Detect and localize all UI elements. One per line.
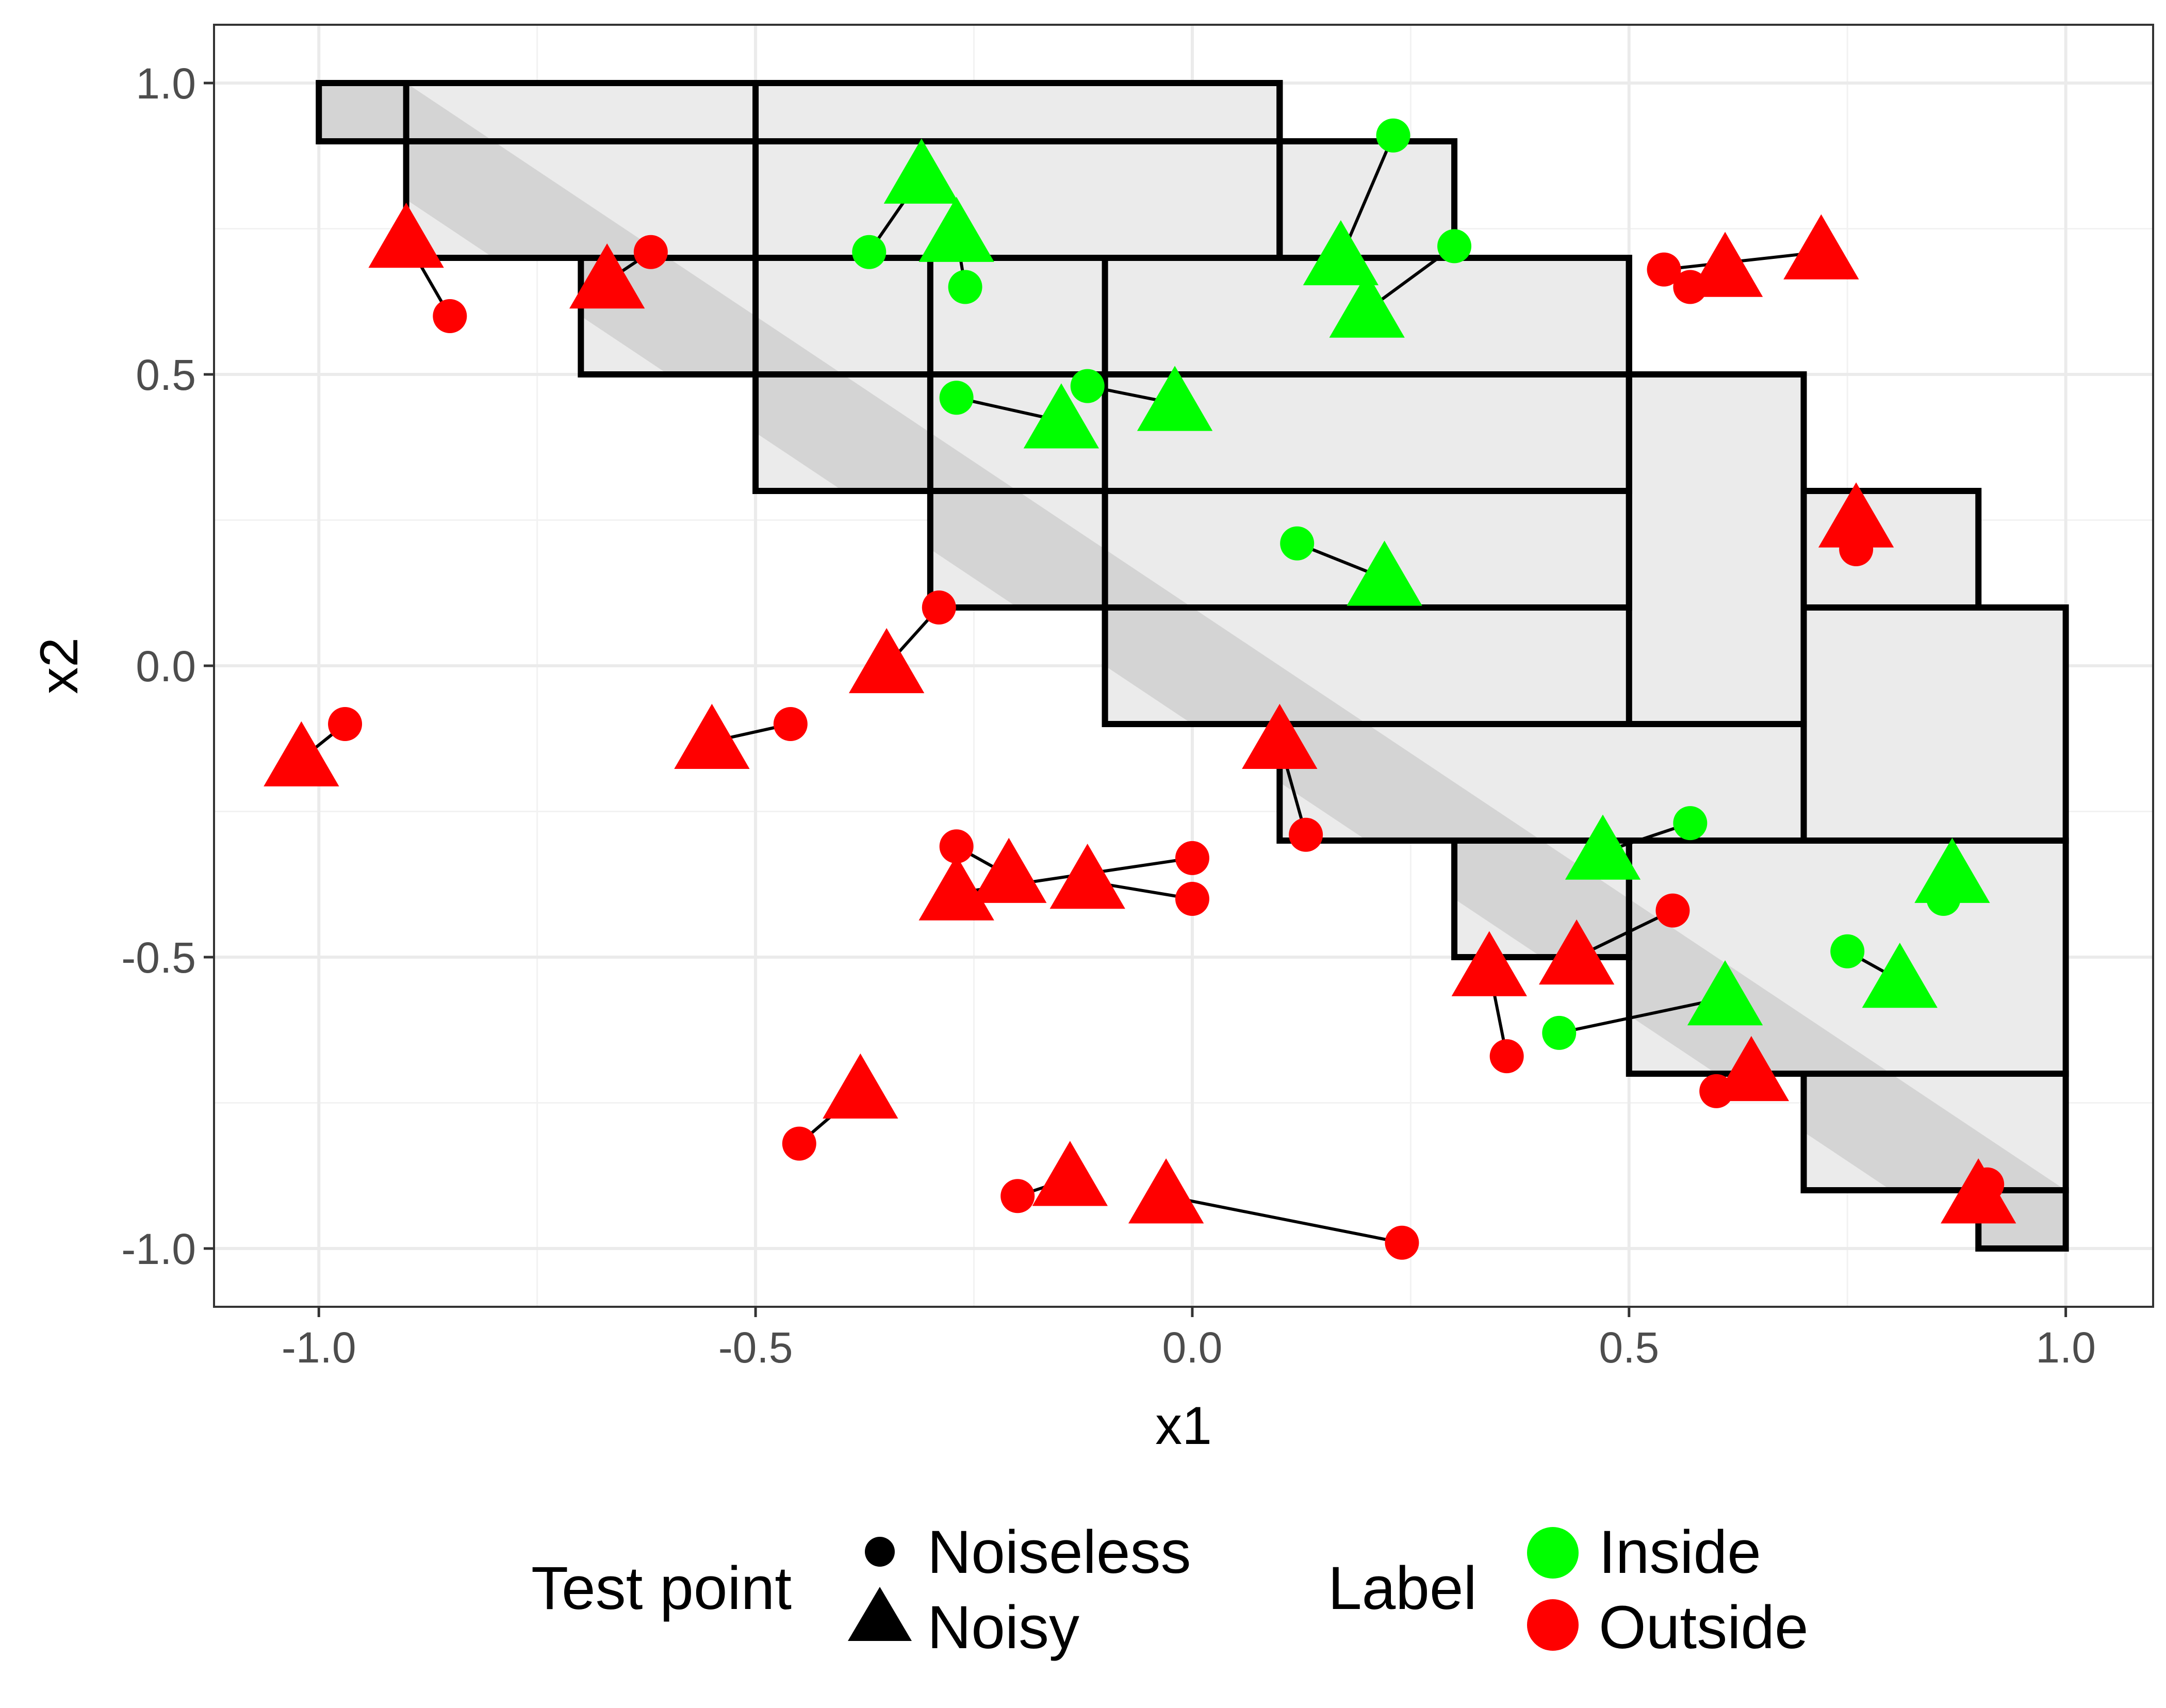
legend-shape-title: Test point	[531, 1554, 792, 1622]
noiseless-point	[1070, 369, 1105, 403]
noiseless-point	[852, 235, 887, 269]
noisy-point	[1032, 1141, 1108, 1206]
noisy-point	[971, 837, 1047, 903]
noisy-point	[1023, 383, 1100, 449]
box-fills	[319, 83, 2066, 1249]
y-tick-label: -0.5	[121, 933, 196, 982]
noiseless-point	[1647, 252, 1681, 287]
pair-connector-line	[1558, 996, 1726, 1034]
noiseless-point	[1000, 1179, 1035, 1213]
legend-circle-key	[865, 1537, 895, 1567]
noisy-point	[1303, 220, 1379, 286]
data-points	[264, 118, 2016, 1260]
noiseless-point	[1289, 817, 1323, 852]
region-boxes	[316, 80, 2069, 1252]
noisy-point	[1347, 540, 1422, 606]
noiseless-point	[328, 707, 363, 741]
x-axis-title: x1	[1155, 1396, 1212, 1456]
y-tick-label: 0.0	[136, 642, 196, 691]
noisy-point	[918, 855, 994, 921]
noiseless-point	[1542, 1015, 1577, 1050]
noiseless-point	[948, 270, 982, 304]
noisy-point	[848, 628, 925, 694]
noiseless-point	[939, 829, 974, 864]
noiseless-point	[1280, 526, 1315, 561]
noisy-point	[1451, 931, 1527, 996]
x-tick-label: -1.0	[282, 1323, 356, 1372]
noisy-point	[1242, 703, 1318, 769]
noisy-point	[674, 703, 750, 769]
legend-inside-key	[1527, 1527, 1579, 1579]
noisy-point	[1539, 919, 1615, 985]
legend-outside-key	[1527, 1599, 1579, 1651]
region-box-fill	[1803, 607, 2066, 841]
noisy-point	[1862, 943, 1938, 1008]
x-tick-label: -0.5	[718, 1323, 793, 1372]
noiseless-point	[433, 299, 467, 333]
noiseless-point	[1655, 893, 1690, 928]
noiseless-point	[1489, 1039, 1524, 1074]
noiseless-point	[922, 590, 956, 625]
noiseless-point	[1385, 1225, 1419, 1260]
noisy-point	[1713, 1036, 1790, 1102]
noisy-point	[569, 243, 645, 309]
legend: Test point Noiseless Noisy Label Inside …	[531, 1518, 1809, 1662]
noiseless-point	[1175, 882, 1209, 916]
legend-noiseless-label: Noiseless	[927, 1518, 1191, 1586]
axis-ticks: -1.0 -0.5 0.0 0.5 1.0 -1.0 -0.5 0.0 0.5 1.0	[121, 59, 2096, 1372]
noisy-point	[1914, 837, 1990, 903]
y-tick-label: -1.0	[121, 1225, 196, 1273]
noisy-point	[918, 196, 994, 262]
x-tick-label: 0.5	[1599, 1323, 1659, 1372]
legend-outside-label: Outside	[1599, 1594, 1809, 1662]
noiseless-point	[773, 707, 808, 741]
region-box-outline	[1800, 1071, 2069, 1193]
noiseless-point	[1376, 118, 1410, 153]
region-box-fill	[1803, 491, 1979, 607]
noisy-point	[823, 1053, 898, 1119]
legend-triangle-key	[848, 1587, 912, 1641]
noisy-point	[1049, 843, 1125, 909]
noisy-point	[1783, 214, 1859, 280]
noiseless-point	[1175, 841, 1209, 875]
y-tick-label: 0.5	[136, 351, 196, 399]
noiseless-point	[939, 381, 974, 415]
noisy-point	[883, 138, 960, 204]
noiseless-point	[633, 235, 668, 269]
legend-color-title: Label	[1328, 1554, 1477, 1622]
noisy-point	[1329, 272, 1405, 338]
noisy-point	[1565, 814, 1641, 880]
noisy-point	[1818, 482, 1894, 548]
y-tick-label: 1.0	[136, 59, 196, 108]
y-axis-title: x2	[29, 637, 89, 694]
noiseless-point	[782, 1126, 816, 1161]
noisy-point	[264, 721, 339, 786]
noisy-point	[368, 202, 444, 268]
noiseless-point	[1673, 806, 1708, 841]
x-tick-label: 0.0	[1162, 1323, 1223, 1372]
noisy-point	[1687, 960, 1763, 1026]
legend-noisy-label: Noisy	[927, 1594, 1079, 1662]
noiseless-point	[1437, 229, 1472, 264]
pair-connector-line	[1664, 250, 1822, 271]
legend-inside-label: Inside	[1599, 1518, 1761, 1586]
noisy-point	[1137, 366, 1213, 431]
noisy-point	[1687, 232, 1763, 297]
noiseless-point	[1830, 934, 1865, 968]
region-box-fill	[756, 83, 1280, 258]
pair-connector-line	[1166, 1194, 1403, 1244]
noisy-point	[1941, 1158, 2016, 1224]
noisy-point	[1128, 1158, 1204, 1224]
x-tick-label: 1.0	[2036, 1323, 2096, 1372]
